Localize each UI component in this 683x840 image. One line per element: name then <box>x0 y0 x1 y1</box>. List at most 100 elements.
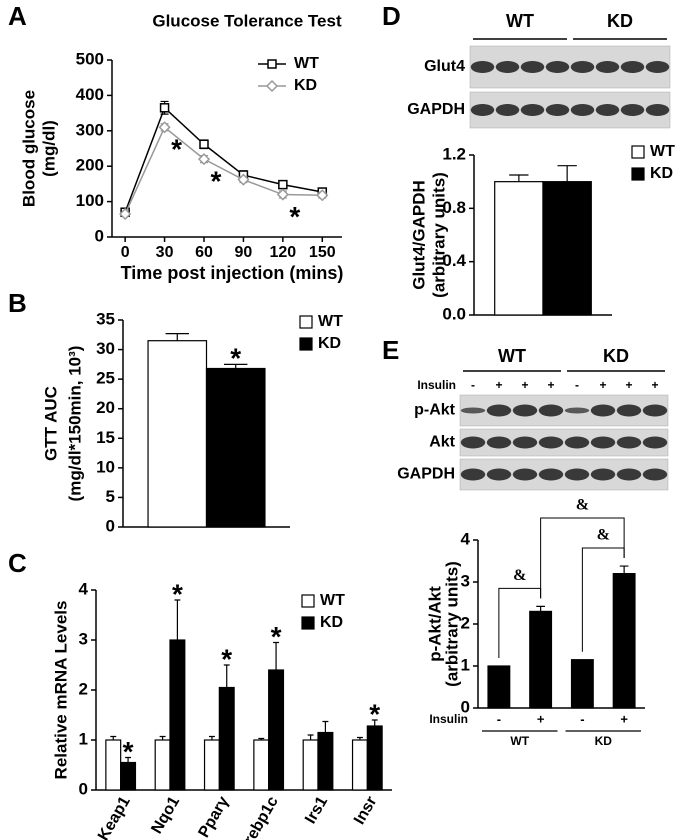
blot-band <box>520 104 545 116</box>
y-axis-label: (mg/dl) <box>39 120 58 177</box>
blot-band <box>620 61 645 73</box>
bracket-label: & <box>597 527 610 544</box>
bar <box>351 739 368 791</box>
y-tick-label: 1.2 <box>442 144 466 163</box>
blot-band <box>642 468 668 481</box>
blot-band <box>595 61 620 73</box>
error-bar <box>273 641 280 670</box>
y-axis-label: p-Akt/Akt <box>425 586 444 662</box>
legend-label: WT <box>650 143 675 160</box>
x-tick-label: 90 <box>235 244 253 261</box>
bar <box>203 739 220 791</box>
error-bar <box>509 174 529 182</box>
row-label: Glut4 <box>424 58 465 75</box>
lane-label: + <box>521 378 528 392</box>
legend-label: KD <box>294 77 317 94</box>
marker <box>119 207 132 221</box>
significance-mark: * <box>211 166 222 197</box>
row-label: Akt <box>429 434 455 451</box>
chart-title: Glucose Tolerance Test <box>152 11 342 30</box>
y-tick-label: 2 <box>79 679 88 698</box>
x-tick-label: Keap1 <box>95 794 134 840</box>
error-bar <box>174 599 181 640</box>
y-axis-label: (mg/dl*150min, 10³) <box>65 346 84 502</box>
group-label: WT <box>498 346 526 366</box>
significance-mark: * <box>289 201 300 232</box>
legend-label: KD <box>318 335 341 352</box>
bar <box>487 665 511 709</box>
error-bar <box>165 333 189 341</box>
legend-label: KD <box>650 165 673 182</box>
marker <box>158 121 171 134</box>
marker <box>237 173 250 186</box>
legend-label: KD <box>320 614 343 631</box>
panel-label: E <box>382 335 399 365</box>
blot-band <box>512 436 538 449</box>
panel-label: B <box>8 288 27 318</box>
y-tick-label: 400 <box>76 85 104 104</box>
bar <box>105 739 122 791</box>
marker <box>265 79 279 93</box>
error-bar <box>159 735 166 740</box>
error-bar <box>557 165 577 182</box>
row-label: p-Akt <box>414 402 456 419</box>
blot-band <box>570 61 595 73</box>
legend-label: WT <box>318 313 343 330</box>
lane-label: + <box>547 378 554 392</box>
bar <box>542 181 592 316</box>
blot-band <box>645 104 670 116</box>
y-tick-label: 3 <box>79 629 88 648</box>
blot-band <box>486 404 512 417</box>
bar <box>366 725 383 791</box>
blot-band <box>616 404 642 417</box>
blot-band <box>486 468 512 481</box>
significance-mark: * <box>123 736 134 767</box>
error-bar <box>619 565 629 574</box>
lane-label: + <box>651 378 658 392</box>
x-tick-label: 30 <box>156 244 174 261</box>
blot-band <box>545 61 570 73</box>
y-tick-label: 4 <box>79 579 89 598</box>
x-tick-label: 60 <box>195 244 213 261</box>
error-bar <box>536 605 545 612</box>
group-label: WT <box>510 734 529 748</box>
y-tick-label: 0.0 <box>442 304 466 323</box>
y-axis-label: Relative mRNA Levels <box>51 601 70 780</box>
error-bar <box>224 363 248 369</box>
marker <box>278 179 288 190</box>
blot-band <box>512 468 538 481</box>
y-tick-label: 15 <box>96 428 115 447</box>
blot-band <box>460 407 486 414</box>
treatment-label: Insulin <box>417 378 456 392</box>
y-tick-label: 2 <box>461 613 470 632</box>
marker <box>316 189 329 202</box>
blot-band <box>460 436 486 449</box>
significance-mark: * <box>172 578 183 609</box>
y-tick-label: 1 <box>461 655 470 674</box>
lane-label: - <box>575 378 579 392</box>
blot-band <box>620 104 645 116</box>
bracket-label: & <box>513 567 526 584</box>
legend-swatch <box>631 167 645 181</box>
y-axis-label: GTT AUC <box>41 386 60 461</box>
significance-mark: * <box>271 621 282 652</box>
bar <box>147 340 208 528</box>
error-bar <box>208 735 215 740</box>
bar <box>268 669 285 791</box>
y-tick-label: 100 <box>76 191 104 210</box>
x-tick-label: - <box>580 711 584 726</box>
y-axis-label: Blood glucose <box>19 90 38 207</box>
panel-label: C <box>8 548 27 578</box>
error-bar <box>371 719 378 726</box>
legend-label: WT <box>294 55 319 72</box>
blot-band <box>470 61 495 73</box>
error-bar <box>356 736 363 740</box>
y-tick-label: 500 <box>76 49 104 68</box>
y-tick-label: 200 <box>76 156 104 175</box>
group-label: WT <box>506 11 534 31</box>
legend-swatch <box>631 145 645 159</box>
bar <box>529 610 553 709</box>
blot-band <box>538 468 564 481</box>
legend-swatch <box>299 315 313 329</box>
